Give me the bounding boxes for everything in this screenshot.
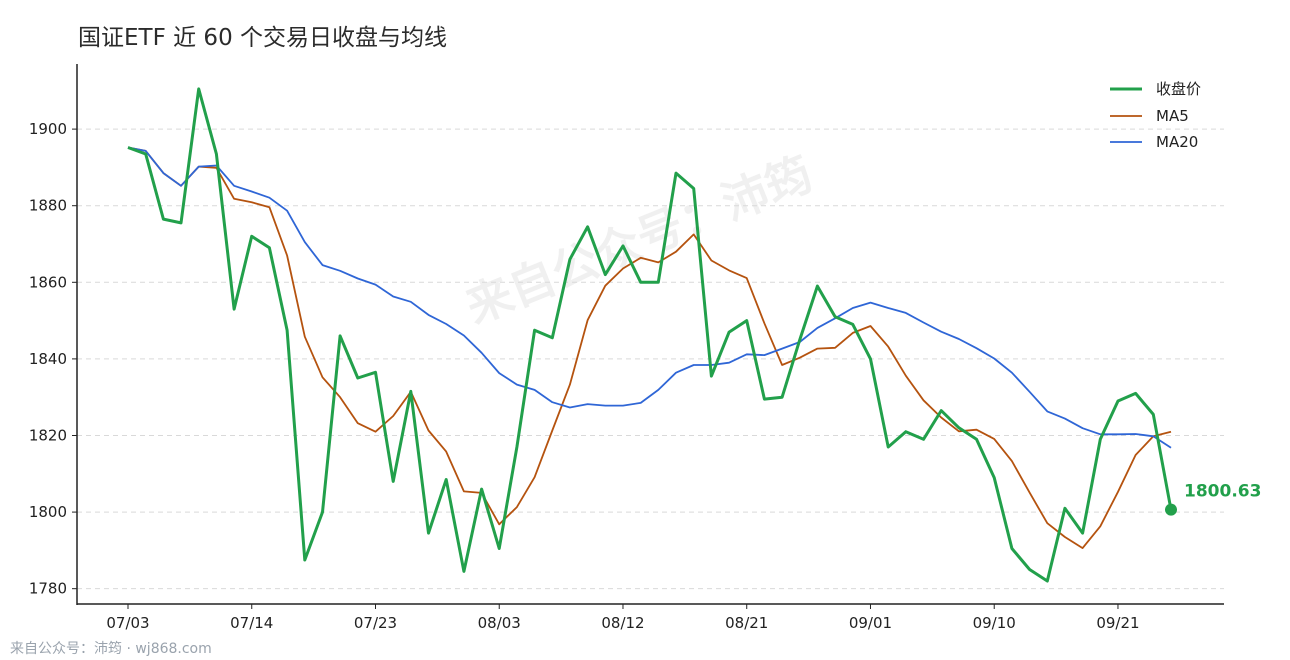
x-tick-label: 07/14 (230, 614, 273, 632)
y-tick-label: 1880 (29, 197, 67, 215)
legend-ma5: MA5 (1110, 107, 1189, 125)
last-value-label: 1800.63 (1184, 482, 1261, 502)
series-lines (127, 87, 1173, 583)
x-tick-label: 08/03 (478, 614, 521, 632)
ma5-line (127, 146, 1172, 549)
y-tick-label: 1840 (29, 350, 67, 368)
last-point: 1800.63 (1165, 482, 1261, 516)
close-price-line (127, 87, 1173, 583)
legend-ma20: MA20 (1110, 133, 1198, 151)
last-point-marker (1165, 503, 1177, 516)
x-tick-label: 07/23 (354, 614, 397, 632)
x-tick-label: 08/12 (601, 614, 644, 632)
axes (76, 64, 1224, 605)
x-ticks: 07/03 07/14 07/23 08/03 08/12 08/21 09/01 09/10… (106, 604, 1140, 632)
legend: 收盘价 MA5 MA20 (1110, 80, 1201, 151)
gridlines (77, 128, 1224, 590)
legend-label: 收盘价 (1156, 80, 1201, 98)
y-tick-label: 1780 (29, 580, 67, 598)
x-tick-label: 08/21 (725, 614, 768, 632)
watermark: 来自公众号：沛筠 (458, 146, 819, 334)
x-tick-label: 09/10 (973, 614, 1016, 632)
x-tick-label: 09/21 (1096, 614, 1139, 632)
legend-label: MA5 (1156, 107, 1189, 125)
ma20-line (127, 146, 1172, 449)
x-tick-label: 09/01 (849, 614, 892, 632)
x-tick-label: 07/03 (106, 614, 149, 632)
y-tick-label: 1900 (29, 120, 67, 138)
watermark-text: 来自公众号：沛筠 (458, 146, 819, 334)
y-tick-label: 1820 (29, 426, 67, 444)
legend-label: MA20 (1156, 133, 1198, 151)
legend-close: 收盘价 (1110, 80, 1201, 98)
y-tick-label: 1860 (29, 273, 67, 291)
y-ticks: 1780 1800 1820 1840 1860 1880 1900 (29, 120, 77, 598)
y-tick-label: 1800 (29, 503, 67, 521)
chart-title: 国证ETF 近 60 个交易日收盘与均线 (78, 25, 448, 51)
footer-credit: 来自公众号：沛筠 · wj868.com (10, 641, 212, 657)
